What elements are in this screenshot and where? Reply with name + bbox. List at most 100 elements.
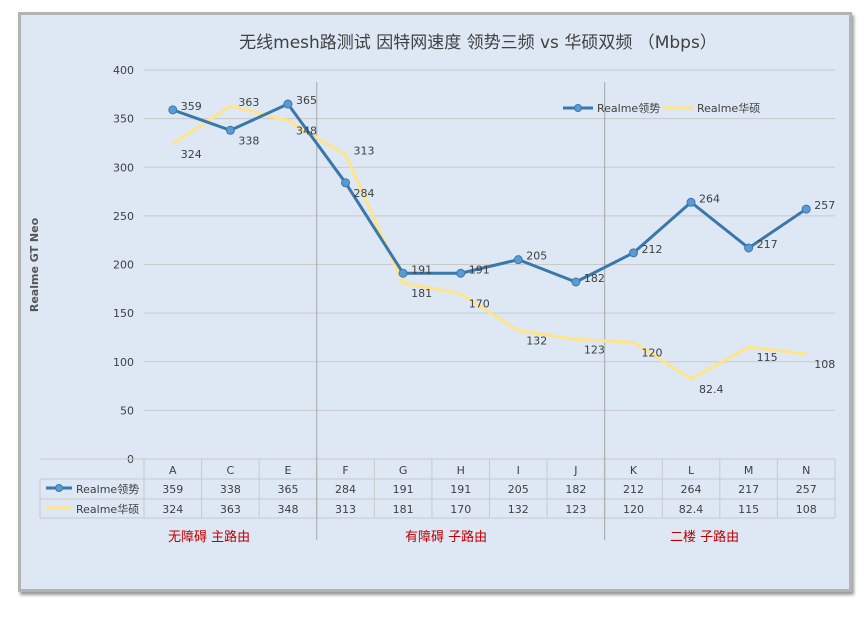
x-tick-label: H <box>457 464 465 477</box>
data-label: 191 <box>469 263 490 276</box>
data-labels: 359 338 365 284 191 191 205 182 212 264 217 257 324 3… <box>181 94 835 396</box>
x-tick-label: I <box>517 464 520 477</box>
data-point <box>283 99 293 109</box>
table-cell: 205 <box>508 483 529 496</box>
table-cell: 264 <box>681 483 702 496</box>
x-tick-label: G <box>399 464 408 477</box>
data-label: 348 <box>296 125 317 138</box>
x-tick-label: K <box>630 464 638 477</box>
data-label: 108 <box>814 358 835 371</box>
data-point <box>628 248 638 258</box>
table-cell: 132 <box>508 503 529 516</box>
table-series-name: Realme华硕 <box>76 502 139 516</box>
table-cell: 363 <box>220 503 241 516</box>
series-line-realme-asus <box>171 104 807 381</box>
data-label: 212 <box>641 243 662 256</box>
zone-label-second-floor: 二楼 子路由 <box>670 530 740 545</box>
y-tick-label: 400 <box>113 64 134 77</box>
x-tick-label: C <box>227 464 235 477</box>
table-cell: 217 <box>738 483 759 496</box>
data-label: 120 <box>641 346 662 359</box>
data-point <box>513 255 523 265</box>
data-label: 191 <box>411 263 432 276</box>
table-cell: 82.4 <box>679 503 704 516</box>
table-cell: 212 <box>623 483 644 496</box>
data-label: 182 <box>584 272 605 285</box>
zone-label-sub-router-obstacle: 有障碍 子路由 <box>405 530 488 545</box>
data-label: 217 <box>757 238 778 251</box>
table-cell: 338 <box>220 483 241 496</box>
data-label: 123 <box>584 343 605 356</box>
data-label: 284 <box>354 187 375 200</box>
legend-entry: Realme华硕 <box>697 101 760 115</box>
data-point <box>571 277 581 287</box>
x-tick-label: L <box>688 464 695 477</box>
legend-entry: Realme领势 <box>597 102 660 115</box>
table-cell: 120 <box>623 503 644 516</box>
data-label: 181 <box>411 287 432 300</box>
table-cell: 348 <box>277 503 298 516</box>
data-label: 313 <box>354 145 375 158</box>
table-legend-marker <box>55 484 63 492</box>
y-tick-label: 100 <box>113 356 134 369</box>
table-series-name: Realme领势 <box>76 483 139 496</box>
table-cell: 181 <box>393 503 414 516</box>
data-label: 324 <box>181 148 202 161</box>
table-cell: 191 <box>450 483 471 496</box>
table-cell: 365 <box>277 483 298 496</box>
y-tick-label: 50 <box>120 404 134 417</box>
x-tick-label: N <box>802 464 810 477</box>
x-tick-label: F <box>342 464 348 477</box>
data-point <box>341 178 351 188</box>
table-cell: 257 <box>796 483 817 496</box>
data-label: 359 <box>181 100 202 113</box>
x-tick-label: A <box>169 464 177 477</box>
zone-label-main-router: 无障碍 主路由 <box>168 530 251 545</box>
table-cell: 108 <box>796 503 817 516</box>
table-cell: 191 <box>393 483 414 496</box>
data-label: 115 <box>757 351 778 364</box>
chart-frame <box>18 12 852 592</box>
data-label: 363 <box>238 96 259 109</box>
y-tick-label: 150 <box>113 307 134 320</box>
table-cell: 182 <box>565 483 586 496</box>
data-label: 82.4 <box>699 383 724 396</box>
table-cell: 170 <box>450 503 471 516</box>
y-tick-label: 300 <box>113 161 134 174</box>
data-label: 205 <box>526 250 547 263</box>
data-point <box>801 204 811 214</box>
series-lines <box>168 99 811 381</box>
table-cell: 313 <box>335 503 356 516</box>
data-point <box>398 268 408 278</box>
zone-dividers <box>316 82 606 540</box>
data-label: 338 <box>238 134 259 147</box>
series-line-realme-linksys <box>172 102 808 284</box>
data-label: 170 <box>469 298 490 311</box>
data-label: 132 <box>526 335 547 348</box>
data-point <box>686 197 696 207</box>
x-tick-label: E <box>284 464 291 477</box>
data-label: 365 <box>296 94 317 107</box>
table-cell: 284 <box>335 483 356 496</box>
data-point <box>225 125 235 135</box>
table-cell: 123 <box>565 503 586 516</box>
table-cell: 324 <box>162 503 183 516</box>
legend-marker <box>574 104 582 112</box>
data-point <box>744 243 754 253</box>
legend: Realme领势 Realme华硕 <box>563 101 760 115</box>
y-tick-label: 350 <box>113 113 134 126</box>
data-point <box>168 105 178 115</box>
data-label: 257 <box>814 199 835 212</box>
data-point <box>456 268 466 278</box>
y-tick-label: 250 <box>113 210 134 223</box>
x-tick-label: M <box>744 464 754 477</box>
y-axis-ticks: 050100150200250300350400 <box>113 64 134 466</box>
table-cell: 115 <box>738 503 759 516</box>
data-label: 264 <box>699 192 720 205</box>
table-cell: 359 <box>162 483 183 496</box>
data-table: A C E F G H I J K L M N Realme领势 359 338 365 284 191 191 20… <box>39 458 836 519</box>
chart-title: 无线mesh路测试 因特网速度 领势三频 vs 华硕双频 （Mbps） <box>239 33 717 53</box>
y-axis-label: Realme GT Neo <box>28 217 41 312</box>
x-tick-label: J <box>573 464 577 477</box>
